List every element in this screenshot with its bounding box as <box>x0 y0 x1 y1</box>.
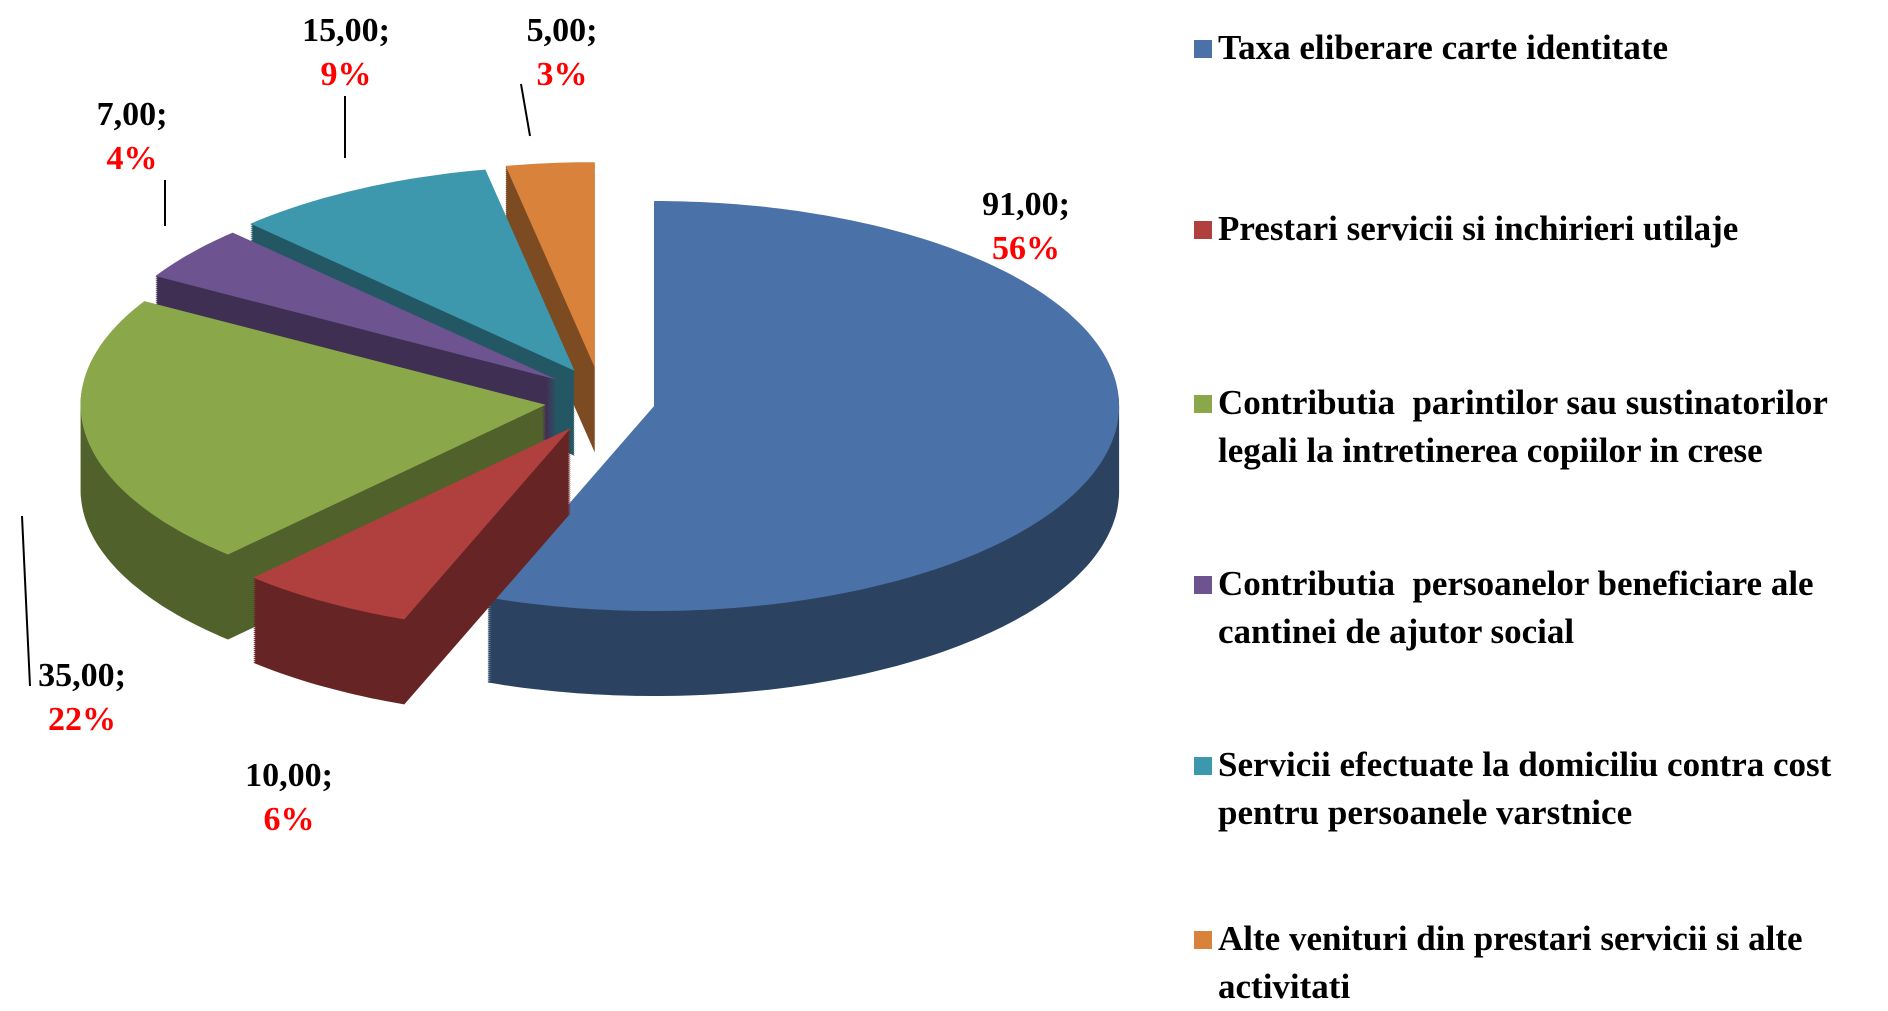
value-label: 10,00; <box>245 757 333 794</box>
legend-swatch <box>1194 757 1212 775</box>
slice <box>80 301 546 555</box>
legend-swatch <box>1194 395 1212 413</box>
legend-item: Alte venituri din prestari servicii si a… <box>1190 915 1882 1011</box>
legend-label: Servicii efectuate la domiciliu contra c… <box>1218 745 1841 832</box>
leader-lines <box>21 83 531 687</box>
legend-item: Taxa eliberare carte identitate <box>1190 24 1882 72</box>
slice <box>155 232 557 380</box>
percent-label: 56% <box>992 230 1060 267</box>
slice <box>250 169 575 371</box>
legend-swatch <box>1194 931 1212 949</box>
slice <box>505 162 595 368</box>
legend-swatch <box>1194 576 1212 594</box>
value-label: 15,00; <box>302 12 390 49</box>
value-label: 35,00; <box>38 657 126 694</box>
legend-label: Contributia parintilor sau sustinatorilo… <box>1218 383 1837 470</box>
value-label: 91,00; <box>982 186 1070 223</box>
percent-label: 9% <box>321 56 372 93</box>
slice <box>253 428 571 620</box>
percent-label: 22% <box>48 701 116 738</box>
legend-item: Servicii efectuate la domiciliu contra c… <box>1190 741 1882 837</box>
slice <box>487 201 1120 611</box>
leader-line <box>520 83 531 137</box>
percent-label: 3% <box>537 56 588 93</box>
legend-label: Contributia persoanelor beneficiare ale … <box>1218 564 1823 651</box>
legend-item: Prestari servicii si inchirieri utilaje <box>1190 205 1882 253</box>
legend-swatch <box>1194 40 1212 58</box>
legend-item: Contributia persoanelor beneficiare ale … <box>1190 560 1882 656</box>
leader-line <box>21 515 31 687</box>
legend-swatch <box>1194 221 1212 239</box>
legend-label: Taxa eliberare carte identitate <box>1218 28 1669 67</box>
percent-label: 6% <box>264 801 315 838</box>
value-label: 7,00; <box>97 96 168 133</box>
legend-label: Prestari servicii si inchirieri utilaje <box>1218 209 1739 248</box>
legend-item: Contributia parintilor sau sustinatorilo… <box>1190 379 1882 475</box>
value-label: 5,00; <box>527 12 598 49</box>
percent-label: 4% <box>107 140 158 177</box>
legend-label: Alte venituri din prestari servicii si a… <box>1218 919 1812 1006</box>
